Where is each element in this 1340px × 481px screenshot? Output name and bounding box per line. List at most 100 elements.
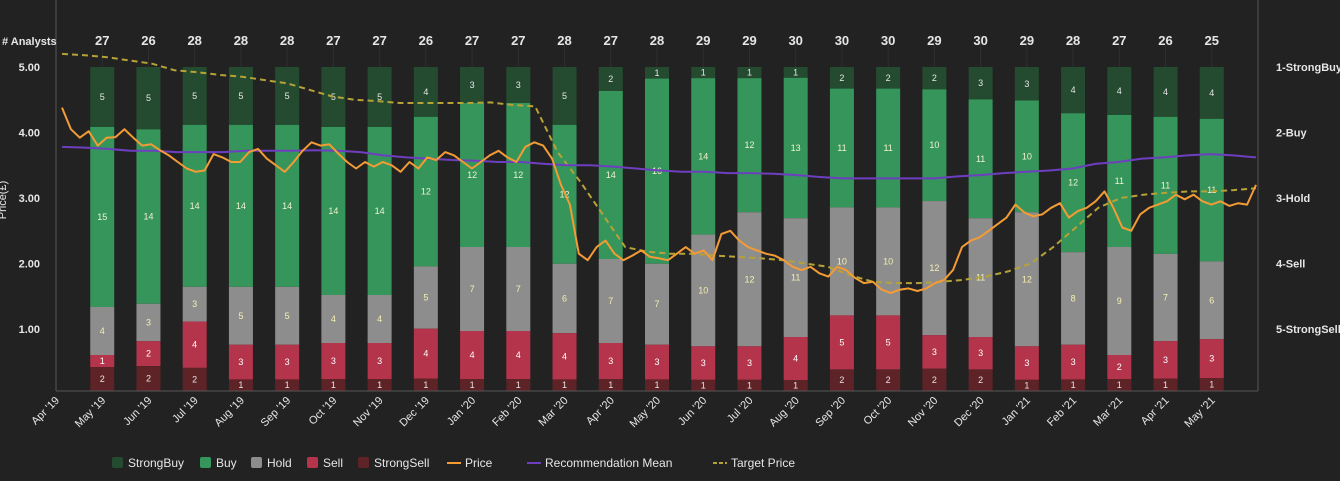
bar-buy-20 xyxy=(1014,100,1039,213)
bar-label-strongsell: 1 xyxy=(608,380,613,390)
bar-label-sell: 3 xyxy=(654,357,659,367)
x-tick-label: Jun '20 xyxy=(676,395,709,428)
legend-item-price[interactable]: Price xyxy=(447,456,493,470)
bar-sell-3 xyxy=(228,344,253,380)
x-tick-label: Aug '19 xyxy=(212,395,247,430)
bar-strongsell-22 xyxy=(1107,379,1132,391)
legend-label: Target Price xyxy=(731,456,795,470)
legend-item-hold[interactable]: Hold xyxy=(251,456,292,470)
bar-strongbuy-24 xyxy=(1199,67,1224,119)
bar-label-strongsell: 2 xyxy=(839,375,844,385)
x-tick-label: Dec '19 xyxy=(397,395,432,430)
bar-label-sell: 3 xyxy=(701,358,706,368)
bar-label-buy: 12 xyxy=(421,187,431,197)
bar-sell-16 xyxy=(829,315,854,370)
analyst-count-label: 30 xyxy=(973,33,987,48)
bar-label-buy: 11 xyxy=(837,143,846,153)
target-price-line xyxy=(61,52,1257,285)
analyst-count-label: 26 xyxy=(419,33,433,48)
legend-label: StrongBuy xyxy=(128,456,184,470)
x-tick-label: Jul '20 xyxy=(725,395,756,426)
x-tick-label: Nov '20 xyxy=(906,395,941,430)
bar-sell-1 xyxy=(136,341,161,367)
bar-label-strongbuy: 5 xyxy=(562,91,567,101)
bar-label-strongsell: 1 xyxy=(377,380,382,390)
bar-label-buy: 11 xyxy=(1115,176,1124,186)
bar-label-strongsell: 1 xyxy=(470,380,475,390)
legend-item-recommendation-mean[interactable]: Recommendation Mean xyxy=(527,456,672,470)
bar-label-buy: 14 xyxy=(328,206,338,216)
bar-label-strongbuy: 3 xyxy=(1024,79,1029,89)
bar-buy-0 xyxy=(90,127,115,307)
analyst-count-label: 30 xyxy=(788,33,802,48)
legend[interactable]: StrongBuy Buy Hold Sell StrongSell Price Recom… xyxy=(112,456,795,470)
bar-hold-14 xyxy=(737,212,762,347)
bar-sell-2 xyxy=(182,321,207,368)
bar-label-buy: 10 xyxy=(1022,151,1032,161)
bar-strongbuy-7 xyxy=(413,67,438,117)
bar-strongbuy-9 xyxy=(506,67,531,103)
bar-strongbuy-18 xyxy=(922,67,947,90)
bar-sell-17 xyxy=(876,315,901,370)
bar-label-sell: 3 xyxy=(608,356,613,366)
x-tick-label: Apr '19 xyxy=(29,395,62,428)
bar-label-buy: 11 xyxy=(1161,180,1170,190)
bar-label-hold: 8 xyxy=(1071,293,1076,303)
bar-buy-5 xyxy=(321,127,346,295)
bar-label-sell: 4 xyxy=(793,354,798,364)
analyst-count-label: 28 xyxy=(280,33,294,48)
bar-label-strongbuy: 4 xyxy=(423,87,428,97)
bar-label-strongbuy: 2 xyxy=(932,73,937,83)
bar-strongbuy-17 xyxy=(876,67,901,89)
legend-swatch xyxy=(358,457,369,468)
bar-strongsell-11 xyxy=(598,379,623,391)
bar-label-hold: 3 xyxy=(146,317,151,327)
bar-label-strongbuy: 5 xyxy=(285,91,290,101)
legend-item-buy[interactable]: Buy xyxy=(200,456,237,470)
bar-sell-15 xyxy=(783,337,808,381)
bar-label-sell: 4 xyxy=(192,340,197,350)
legend-item-sell[interactable]: Sell xyxy=(307,456,343,470)
bar-strongsell-0 xyxy=(90,367,115,391)
legend-label: Price xyxy=(465,456,493,470)
bar-label-strongbuy: 1 xyxy=(654,68,659,78)
bar-label-buy: 11 xyxy=(1207,185,1216,195)
x-tick-label: Jun '19 xyxy=(121,395,154,428)
bar-label-strongsell: 2 xyxy=(978,375,983,385)
y-left-tick-label: 2.00 xyxy=(19,259,40,271)
bar-strongsell-24 xyxy=(1199,378,1224,391)
bar-strongbuy-11 xyxy=(598,67,623,91)
bar-label-hold: 10 xyxy=(698,285,708,295)
analyst-count-label: 28 xyxy=(234,33,248,48)
analyst-count-label: 28 xyxy=(1066,33,1080,48)
analyst-count-label: 27 xyxy=(372,33,386,48)
bar-label-hold: 7 xyxy=(470,284,475,294)
bar-strongsell-19 xyxy=(968,369,993,391)
bar-label-strongsell: 1 xyxy=(1071,380,1076,390)
x-tick-label: Sep '20 xyxy=(813,395,848,430)
bar-label-sell: 1 xyxy=(100,356,105,366)
bar-buy-14 xyxy=(737,78,762,213)
analyst-count-label: 25 xyxy=(1205,33,1219,48)
bar-buy-8 xyxy=(460,103,485,247)
bar-strongsell-4 xyxy=(275,379,300,391)
bar-buy-18 xyxy=(922,89,947,202)
bar-label-sell: 3 xyxy=(1163,355,1168,365)
bar-label-hold: 12 xyxy=(1022,274,1032,284)
bar-label-strongbuy: 1 xyxy=(793,67,798,77)
bar-hold-21 xyxy=(1061,252,1086,345)
legend-item-strongsell[interactable]: StrongSell xyxy=(358,456,429,470)
bar-label-buy: 12 xyxy=(1068,178,1078,188)
bar-label-buy: 12 xyxy=(744,140,754,150)
bar-strongsell-3 xyxy=(228,379,253,391)
bar-label-sell: 3 xyxy=(285,357,290,367)
bar-label-strongsell: 1 xyxy=(285,380,290,390)
bar-sell-21 xyxy=(1061,344,1086,380)
bar-strongsell-8 xyxy=(460,379,485,391)
legend-item-strongbuy[interactable]: StrongBuy xyxy=(112,456,184,470)
bar-label-hold: 11 xyxy=(791,273,800,283)
legend-item-target-price[interactable]: Target Price xyxy=(713,456,795,470)
bar-label-buy: 14 xyxy=(698,151,708,161)
bar-label-sell: 3 xyxy=(377,356,382,366)
bar-label-sell: 3 xyxy=(978,348,983,358)
